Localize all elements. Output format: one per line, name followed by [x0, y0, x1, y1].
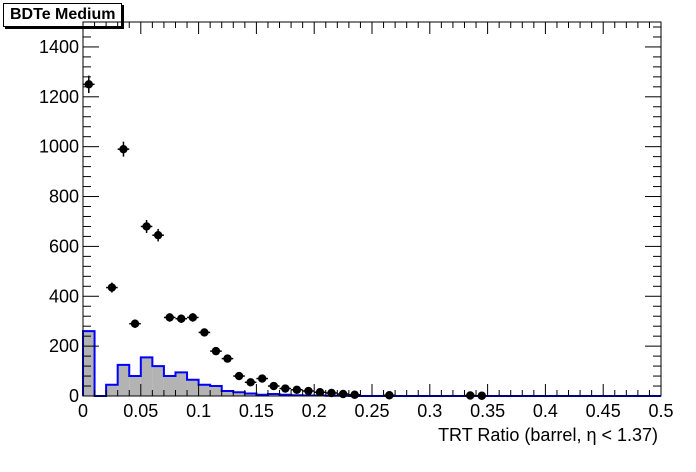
- y-tick-label: 800: [49, 187, 79, 207]
- x-tick-label: 0.2: [302, 401, 327, 421]
- x-tick-label: 0.45: [586, 401, 621, 421]
- histogram-bar: [83, 331, 95, 396]
- y-tick-label: 200: [49, 336, 79, 356]
- x-tick-label: 0.25: [354, 401, 389, 421]
- data-point: [165, 313, 174, 322]
- histogram-bar: [117, 364, 130, 396]
- x-axis-label: TRT Ratio (barrel, η < 1.37): [438, 425, 658, 445]
- x-tick-label: 0: [78, 401, 88, 421]
- plot-frame: [82, 21, 662, 397]
- y-tick-label: 1000: [39, 137, 79, 157]
- histogram-bar: [187, 379, 199, 396]
- data-point: [246, 378, 255, 387]
- x-tick-label: 0.05: [123, 401, 158, 421]
- y-tick-label: 400: [49, 286, 79, 306]
- histogram-bar: [163, 376, 176, 396]
- data-points-layer: [83, 75, 488, 400]
- histogram-bar: [106, 384, 118, 396]
- y-tick-label: 1400: [39, 37, 79, 57]
- data-point: [211, 346, 221, 356]
- data-point: [385, 391, 394, 400]
- data-point: [257, 374, 267, 383]
- y-tick-label: 1200: [39, 87, 79, 107]
- data-point: [327, 388, 336, 398]
- histogram-bar: [198, 384, 211, 396]
- x-tick-label: 0.15: [239, 401, 274, 421]
- x-tick-label: 0.5: [648, 401, 673, 421]
- x-tick-label: 0.4: [533, 401, 558, 421]
- data-point: [315, 388, 325, 397]
- y-tick-label: 0: [69, 386, 79, 406]
- data-point: [177, 314, 186, 323]
- histogram-bar: [210, 386, 222, 396]
- histogram-bar: [244, 393, 257, 396]
- data-point: [200, 328, 209, 337]
- data-point: [234, 371, 244, 381]
- histogram-bar: [152, 366, 164, 396]
- data-point: [153, 230, 163, 240]
- x-tick-label: 0.35: [470, 401, 505, 421]
- data-point: [338, 389, 348, 399]
- histogram-bar: [233, 392, 245, 396]
- data-point: [188, 313, 198, 322]
- data-point: [269, 381, 278, 391]
- data-point: [107, 283, 117, 292]
- data-point: [304, 386, 313, 396]
- axes-layer: [82, 21, 662, 397]
- x-tick-label: 0.3: [417, 401, 442, 421]
- data-point: [130, 319, 140, 328]
- y-tick-label: 600: [49, 236, 79, 256]
- tick-labels-layer: 0 0.05 0.1 0.15 0.2 0.25 0.3 0.35 0.4 0.45 0.5 0 200…: [39, 37, 674, 445]
- data-point: [142, 222, 151, 231]
- data-point: [223, 354, 232, 363]
- histogram-bar: [221, 391, 234, 396]
- chart-title: BDTe Medium: [3, 3, 123, 27]
- x-tick-label: 0.1: [186, 401, 211, 421]
- histogram-bar: [140, 357, 153, 396]
- data-point: [292, 385, 302, 394]
- data-point: [281, 384, 290, 393]
- histogram-bar: [129, 376, 141, 396]
- data-point: [119, 144, 128, 154]
- histogram-bar: [175, 372, 188, 396]
- data-point: [350, 390, 359, 399]
